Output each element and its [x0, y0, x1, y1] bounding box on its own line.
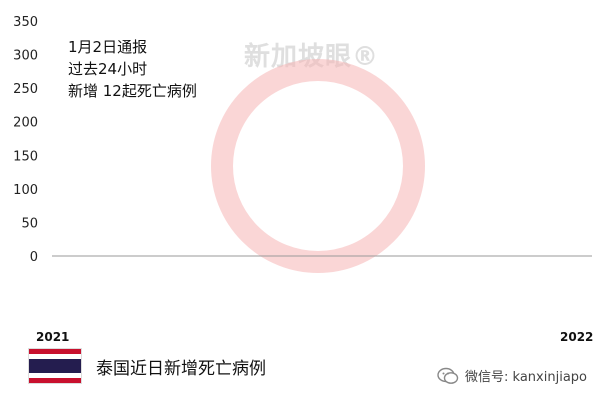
y-tick-label: 250 [13, 82, 38, 97]
y-tick-label: 150 [13, 149, 38, 164]
y-tick-label: 350 [13, 15, 38, 30]
year-end-label: 2022 [560, 330, 594, 344]
annotation-line-1: 1月2日通报 [68, 38, 148, 56]
watermark-logo [211, 59, 425, 273]
wechat-id: 微信号: kanxinjiapo [465, 370, 587, 385]
wechat-icon [437, 367, 459, 384]
y-tick-label: 300 [13, 49, 38, 64]
annotation-line-3: 新增 12起死亡病例 [68, 82, 197, 100]
thailand-flag-icon [28, 348, 82, 384]
y-tick-label: 0 [30, 250, 38, 265]
wechat-credit: 微信号: kanxinjiapo [437, 366, 587, 385]
y-tick-label: 200 [13, 116, 38, 131]
year-start-label: 2021 [36, 330, 70, 344]
y-tick-label: 100 [13, 183, 38, 198]
legend-label: 泰国近日新增死亡病例 [96, 358, 266, 379]
annotation-line-2: 过去24小时 [68, 60, 148, 78]
y-tick-label: 50 [21, 216, 38, 231]
legend: 泰国近日新增死亡病例 [28, 348, 266, 384]
annotation-box: 1月2日通报 过去24小时 新增 12起死亡病例 [68, 36, 197, 102]
